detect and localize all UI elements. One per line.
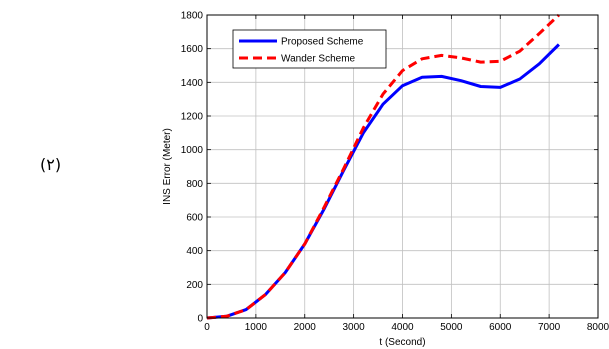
x-tick-label: 4000 xyxy=(391,322,414,333)
legend-label-0: Proposed Scheme xyxy=(281,37,364,48)
y-tick-label: 800 xyxy=(186,179,203,190)
y-tick-label: 1600 xyxy=(181,44,204,55)
legend-box xyxy=(232,29,387,69)
plot-frame xyxy=(206,14,599,319)
x-tick-label: 1000 xyxy=(245,322,268,333)
x-tick-label: 2000 xyxy=(294,322,317,333)
x-tick-label: 8000 xyxy=(587,322,609,333)
series-line-1 xyxy=(206,13,560,320)
x-tick-label: 0 xyxy=(204,322,210,333)
equation-number: (۲) xyxy=(40,155,62,174)
x-tick-label: 6000 xyxy=(489,322,512,333)
x-tick-label: 5000 xyxy=(440,322,463,333)
y-axis-label: INS Error (Meter) xyxy=(162,128,173,205)
x-tick-label: 7000 xyxy=(538,322,561,333)
legend-label-1: Wander Scheme xyxy=(281,54,356,65)
y-tick-label: 0 xyxy=(197,314,203,325)
x-tick-label: 3000 xyxy=(343,322,366,333)
x-axis-label: t (Second) xyxy=(379,337,425,348)
y-tick-label: 1200 xyxy=(181,112,204,123)
y-tick-label: 1800 xyxy=(181,11,204,22)
y-tick-label: 400 xyxy=(186,246,203,257)
y-tick-label: 200 xyxy=(186,280,203,291)
series-line-0 xyxy=(206,43,560,320)
y-tick-label: 1000 xyxy=(181,145,204,156)
y-tick-label: 1400 xyxy=(181,78,204,89)
y-tick-label: 600 xyxy=(186,213,203,224)
